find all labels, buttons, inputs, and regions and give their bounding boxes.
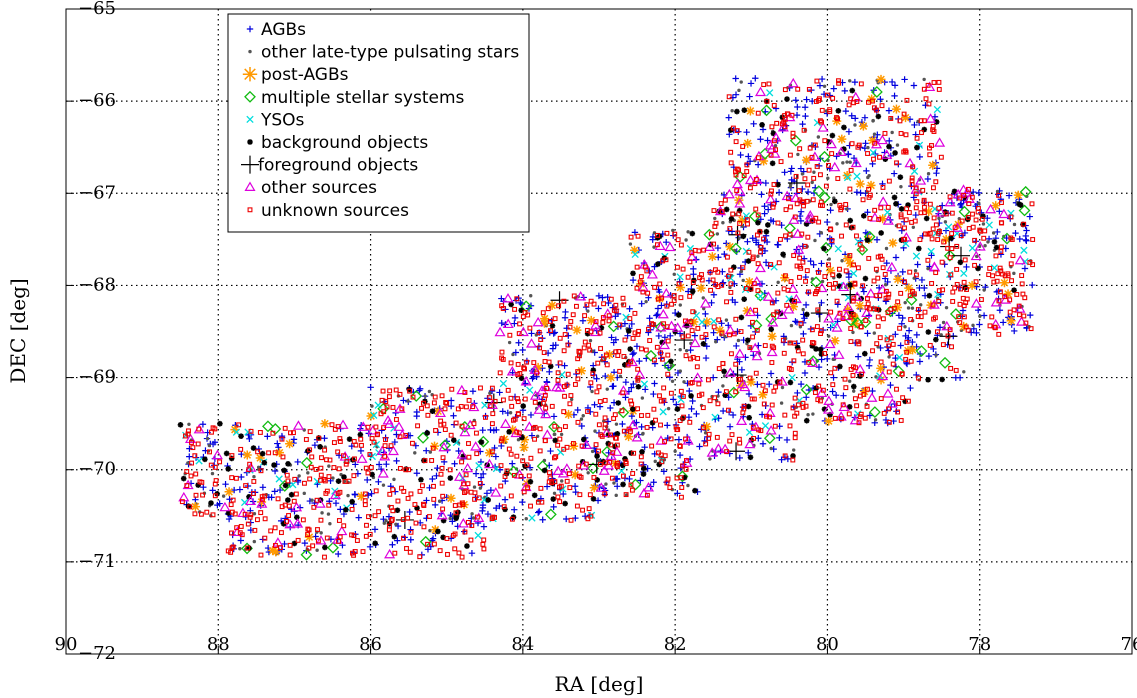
legend-label: other late-type pulsating stars bbox=[261, 43, 519, 63]
legend-label: YSOs bbox=[260, 110, 305, 130]
axis-ticks: 90 88 86 84 82 80 78 76 −72 −71 −70 −69 −68 −67 −66 −65 bbox=[55, 0, 1137, 664]
y-tick-label: −69 bbox=[78, 367, 116, 388]
x-axis-label: RA [deg] bbox=[555, 672, 644, 696]
legend-label: multiple stellar systems bbox=[261, 88, 465, 108]
legend-item: other late-type pulsating stars bbox=[248, 43, 519, 63]
legend-item: foreground objects bbox=[241, 155, 418, 176]
legend-symbol bbox=[244, 90, 256, 103]
legend-symbol bbox=[242, 67, 258, 82]
legend-box bbox=[227, 13, 530, 233]
legend-label: AGBs bbox=[261, 20, 306, 40]
y-tick-label: −71 bbox=[78, 551, 116, 572]
y-tick-label: −67 bbox=[78, 182, 116, 203]
legend-label: background objects bbox=[261, 133, 428, 153]
y-tick-label: −65 bbox=[78, 0, 116, 19]
legend-symbol bbox=[241, 155, 259, 174]
legend-item: other sources bbox=[244, 178, 377, 198]
x-tick-label: 80 bbox=[816, 634, 839, 655]
legend-symbol bbox=[244, 181, 256, 191]
legend-item: background objects bbox=[247, 133, 428, 153]
x-tick-label: 84 bbox=[511, 634, 534, 655]
legend-item: YSOs bbox=[246, 110, 305, 130]
legend-item: unknown sources bbox=[247, 201, 409, 221]
legend-label: other sources bbox=[261, 178, 377, 198]
plot-frame bbox=[65, 8, 1133, 655]
y-axis-label: DEC [deg] bbox=[6, 278, 30, 383]
legend-item: AGBs bbox=[246, 20, 306, 40]
x-tick-label: 88 bbox=[207, 634, 230, 655]
legend-label: post-AGBs bbox=[261, 65, 349, 85]
x-tick-label: 90 bbox=[55, 634, 78, 655]
y-tick-label: −72 bbox=[78, 643, 116, 664]
x-tick-label: 82 bbox=[664, 634, 687, 655]
legend-symbol bbox=[246, 115, 254, 124]
legend-symbol bbox=[246, 25, 254, 33]
x-tick-label: 78 bbox=[968, 634, 991, 655]
data-points bbox=[177, 74, 1036, 561]
legend-symbol bbox=[248, 49, 252, 54]
series-unknown-sources bbox=[179, 78, 1036, 560]
legend: AGBs other late-type pulsating starspost-… bbox=[227, 13, 530, 233]
legend-symbol bbox=[247, 139, 253, 145]
x-tick-label: 86 bbox=[359, 634, 382, 655]
y-tick-label: −66 bbox=[78, 90, 116, 111]
legend-symbol bbox=[247, 207, 253, 213]
x-tick-label: 76 bbox=[1121, 634, 1137, 655]
y-tick-label: −70 bbox=[78, 459, 116, 480]
y-tick-label: −68 bbox=[78, 274, 116, 295]
legend-label: unknown sources bbox=[261, 201, 409, 221]
legend-item: multiple stellar systems bbox=[244, 88, 465, 108]
legend-item: post-AGBs bbox=[242, 65, 349, 85]
legend-label: foreground objects bbox=[258, 156, 418, 176]
